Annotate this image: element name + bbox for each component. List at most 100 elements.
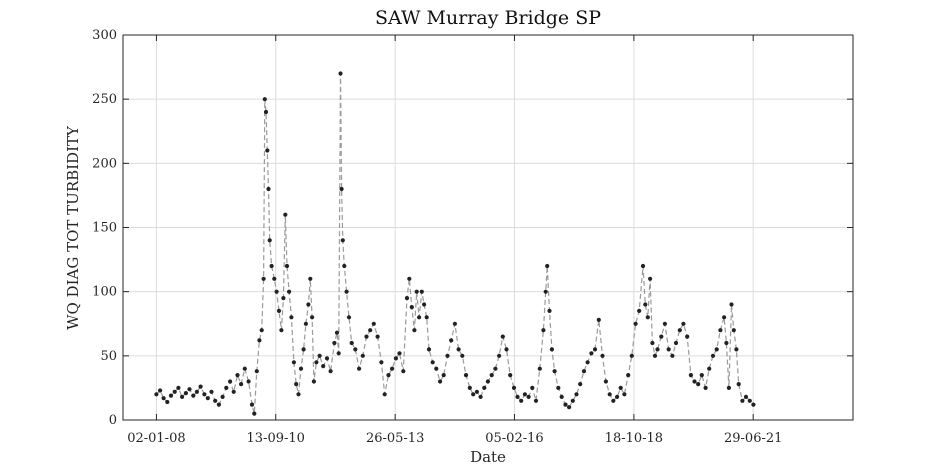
data-point bbox=[467, 385, 472, 390]
data-point bbox=[434, 366, 439, 371]
data-point bbox=[729, 302, 734, 307]
y-tick-label: 0 bbox=[109, 413, 117, 428]
y-axis-label: WQ DIAG TOT TURBIDITY bbox=[64, 125, 82, 330]
x-tick-label: 26-05-13 bbox=[366, 431, 424, 446]
data-point bbox=[474, 389, 479, 394]
data-point bbox=[209, 389, 214, 394]
data-point bbox=[522, 392, 528, 397]
chart-title: SAW Murray Bridge SP bbox=[375, 7, 601, 29]
data-point bbox=[699, 373, 704, 378]
data-point bbox=[570, 398, 575, 403]
data-point bbox=[379, 360, 384, 365]
data-point bbox=[276, 308, 282, 313]
axis-ticks: 0 50 100 150 200 250 300 02-01-08 13-09-10 26-05-… bbox=[92, 28, 853, 446]
data-point bbox=[652, 353, 658, 358]
data-point bbox=[284, 263, 290, 269]
data-point bbox=[482, 385, 487, 390]
data-point bbox=[191, 393, 196, 398]
data-point bbox=[231, 389, 236, 394]
data-point bbox=[407, 276, 412, 281]
data-point bbox=[696, 382, 701, 387]
x-tick-label: 13-09-10 bbox=[247, 431, 305, 446]
data-point bbox=[310, 315, 315, 320]
data-point bbox=[165, 399, 170, 405]
data-point bbox=[485, 379, 490, 384]
data-point bbox=[747, 398, 752, 403]
data-point bbox=[645, 315, 650, 320]
data-point bbox=[228, 379, 233, 384]
data-point bbox=[281, 296, 286, 301]
data-point bbox=[726, 385, 732, 390]
data-point bbox=[526, 394, 531, 399]
data-point bbox=[308, 276, 313, 281]
series-markers bbox=[154, 71, 756, 416]
data-point bbox=[371, 321, 376, 326]
data-point bbox=[603, 379, 609, 384]
data-point bbox=[265, 148, 270, 153]
data-point bbox=[324, 356, 330, 361]
data-point bbox=[438, 379, 443, 384]
data-point bbox=[677, 328, 682, 333]
data-point bbox=[731, 328, 736, 333]
data-point bbox=[360, 353, 365, 358]
data-point bbox=[574, 392, 579, 397]
data-point bbox=[681, 321, 686, 326]
data-point bbox=[220, 394, 225, 399]
data-point bbox=[629, 353, 634, 358]
data-point bbox=[637, 308, 642, 313]
data-point bbox=[298, 366, 304, 371]
y-tick-label: 100 bbox=[92, 285, 117, 300]
data-point bbox=[452, 321, 457, 326]
data-point bbox=[511, 385, 517, 390]
data-point bbox=[592, 347, 598, 352]
data-point bbox=[342, 263, 347, 269]
data-point bbox=[194, 389, 199, 394]
data-point bbox=[239, 382, 244, 387]
data-point bbox=[263, 109, 269, 115]
data-point bbox=[692, 379, 697, 384]
data-point bbox=[537, 366, 542, 371]
data-point bbox=[409, 305, 414, 310]
data-point bbox=[205, 396, 210, 401]
data-point bbox=[198, 384, 203, 389]
x-tick-label: 05-02-16 bbox=[485, 431, 543, 446]
data-point bbox=[183, 391, 188, 396]
data-point bbox=[643, 302, 648, 307]
data-point bbox=[504, 347, 509, 352]
data-point bbox=[549, 347, 555, 352]
y-tick-label: 150 bbox=[92, 221, 117, 236]
data-point bbox=[578, 382, 583, 387]
data-point bbox=[707, 366, 712, 371]
data-point bbox=[303, 321, 308, 326]
data-point bbox=[734, 347, 739, 352]
data-point bbox=[332, 340, 337, 346]
data-point bbox=[404, 296, 410, 301]
y-tick-label: 300 bbox=[92, 28, 117, 43]
data-point bbox=[266, 186, 271, 192]
data-point bbox=[249, 402, 255, 407]
data-point bbox=[386, 373, 391, 378]
data-point bbox=[703, 385, 708, 390]
data-point bbox=[718, 328, 723, 333]
data-point bbox=[414, 289, 419, 294]
data-point bbox=[424, 315, 429, 320]
data-point bbox=[321, 364, 326, 369]
data-point bbox=[688, 373, 694, 378]
data-point bbox=[287, 289, 292, 294]
data-point bbox=[743, 394, 749, 399]
data-point bbox=[722, 315, 727, 320]
data-point bbox=[478, 394, 483, 399]
data-point bbox=[515, 394, 520, 399]
data-point bbox=[456, 347, 461, 352]
data-point bbox=[607, 392, 612, 397]
data-point bbox=[262, 97, 267, 102]
data-point bbox=[449, 338, 454, 343]
data-point bbox=[338, 71, 343, 76]
data-point bbox=[666, 347, 671, 352]
data-point bbox=[252, 411, 257, 416]
data-point bbox=[357, 366, 362, 371]
data-point bbox=[397, 351, 402, 356]
data-point bbox=[714, 347, 719, 352]
data-point bbox=[161, 396, 166, 401]
